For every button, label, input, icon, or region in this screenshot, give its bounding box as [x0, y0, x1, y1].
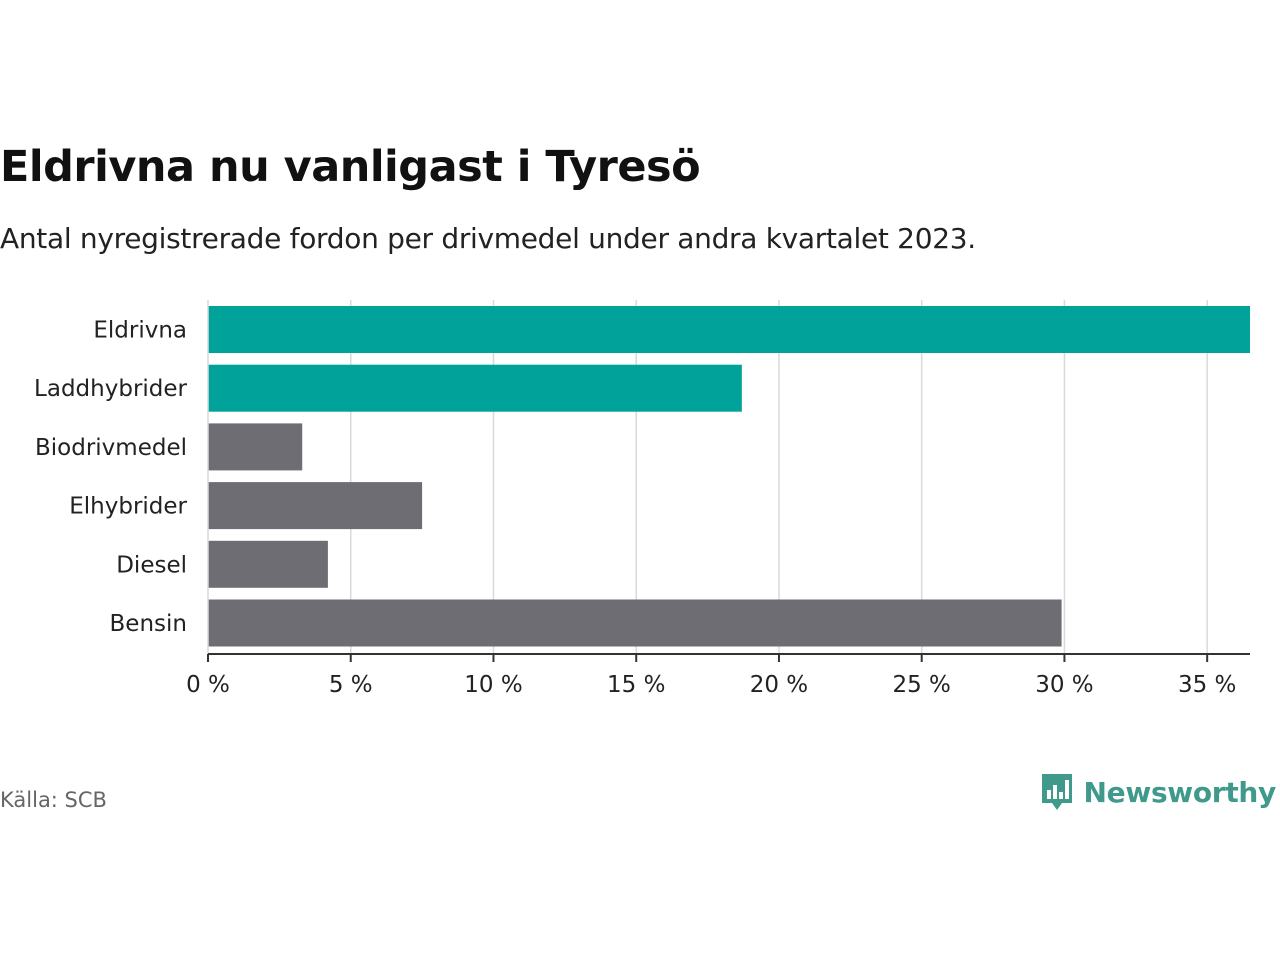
- bar-bensin: [208, 599, 1062, 647]
- x-tick-label-0: 0 %: [186, 672, 230, 698]
- brand-name: Newsworthy: [1083, 775, 1277, 809]
- x-tick-label-25: 25 %: [892, 672, 950, 698]
- bar-eldrivna: [208, 306, 1250, 353]
- bar-chart: Eldrivna Laddhybrider Biodrivmedel Elhybrid…: [34, 300, 1250, 698]
- bar-diesel: [208, 540, 328, 588]
- category-label-diesel: Diesel: [116, 552, 187, 578]
- chart-title: Eldrivna nu vanligast i Tyresö: [0, 142, 701, 192]
- x-tick-label-10: 10 %: [464, 672, 522, 698]
- category-label-bensin: Bensin: [110, 611, 187, 637]
- newsworthy-logo-icon: [1041, 774, 1072, 810]
- x-tick-label-35: 35 %: [1178, 672, 1236, 698]
- bar-biodrivmedel: [208, 423, 303, 471]
- chart-subtitle: Antal nyregistrerade fordon per drivmede…: [0, 222, 976, 255]
- bar-elhybrider: [208, 482, 423, 530]
- category-label-biodrivmedel: Biodrivmedel: [35, 435, 187, 461]
- bar-laddhybrider: [208, 364, 742, 412]
- source-note: Källa: SCB: [0, 788, 107, 812]
- x-tick-label-20: 20 %: [750, 672, 808, 698]
- category-label-elhybrider: Elhybrider: [69, 494, 187, 520]
- category-label-laddhybrider: Laddhybrider: [34, 376, 187, 402]
- x-tick-label-5: 5 %: [329, 672, 373, 698]
- brand-logo: Newsworthy: [1040, 772, 1276, 812]
- x-tick-label-15: 15 %: [607, 672, 665, 698]
- category-label-eldrivna: Eldrivna: [93, 318, 187, 344]
- x-tick-label-30: 30 %: [1035, 672, 1093, 698]
